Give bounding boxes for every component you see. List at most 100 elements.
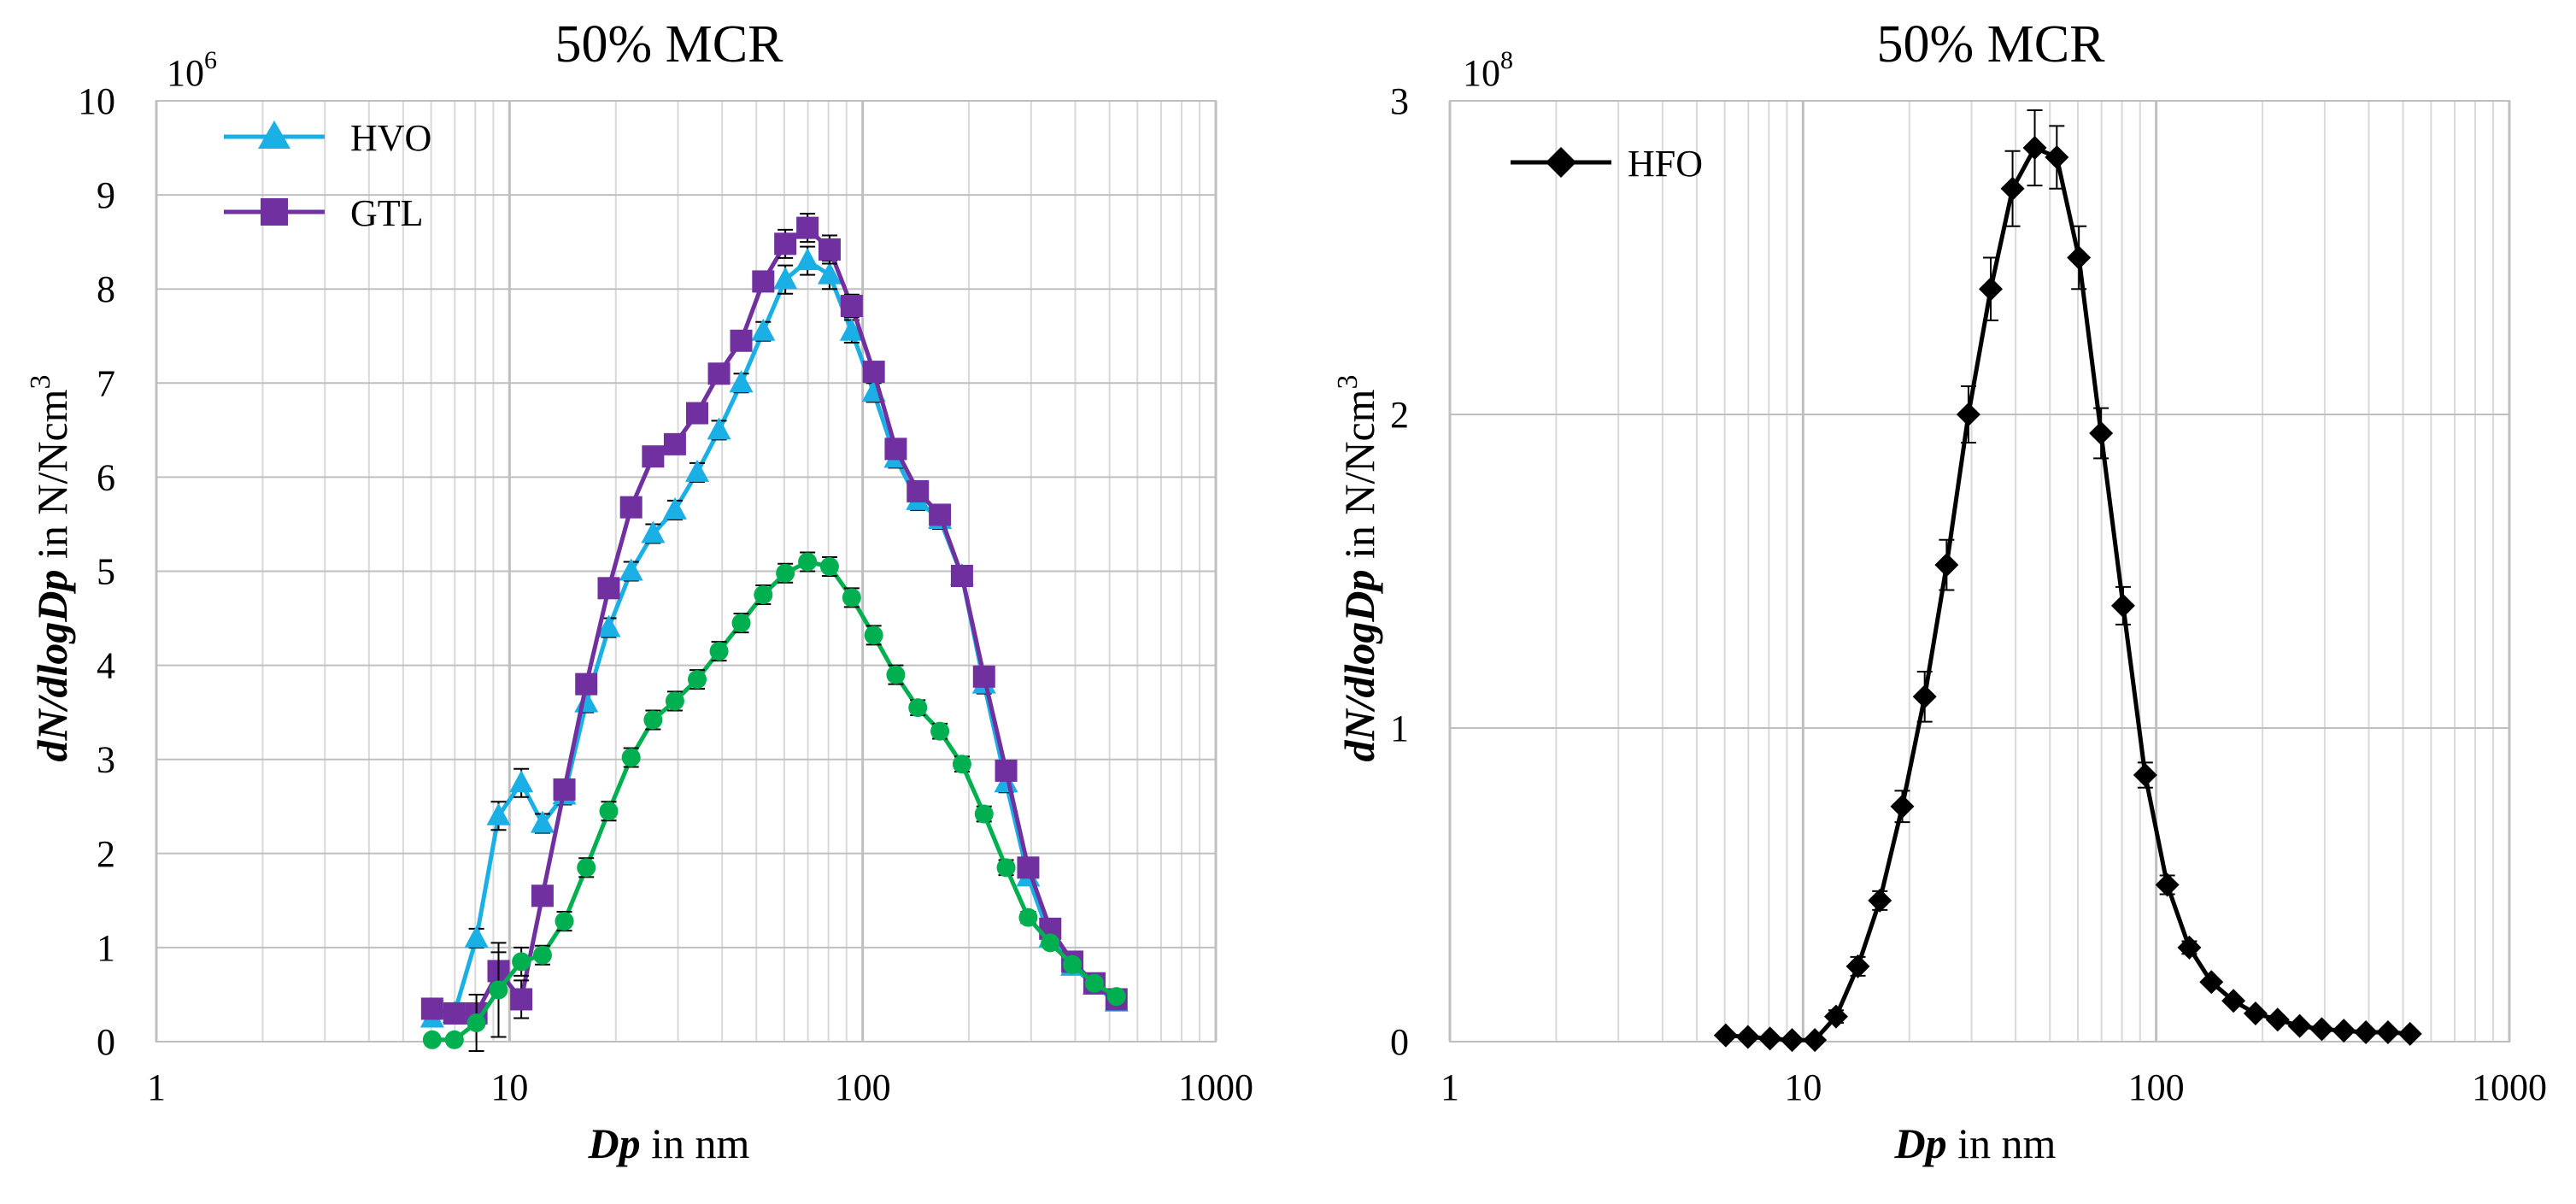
data-point xyxy=(1735,1025,1760,1049)
data-point xyxy=(619,558,643,581)
y-tick-label: 5 xyxy=(97,551,115,593)
data-point xyxy=(2221,989,2246,1013)
y-tick-label: 2 xyxy=(1390,394,1409,436)
data-point xyxy=(1084,973,1104,993)
x-tick-label: 100 xyxy=(2128,1066,2185,1108)
data-point xyxy=(819,556,839,576)
data-point xyxy=(597,577,620,600)
data-point xyxy=(908,698,928,718)
x-tick-label: 100 xyxy=(835,1066,891,1108)
data-point xyxy=(2354,1019,2379,1044)
legend-item-hvo: HVO xyxy=(224,117,431,159)
data-point xyxy=(619,496,643,519)
data-point xyxy=(2110,593,2135,618)
data-point xyxy=(1956,402,1980,426)
chart-right-grid xyxy=(1448,100,2511,1042)
data-point xyxy=(930,721,950,741)
data-point xyxy=(818,238,841,261)
data-point xyxy=(2287,1013,2312,1038)
y-tick-label: 7 xyxy=(97,362,115,404)
data-point xyxy=(662,496,687,520)
data-point xyxy=(1780,1028,1804,1053)
data-point xyxy=(996,858,1016,878)
legend-hvo-label: HVO xyxy=(350,117,431,159)
data-point xyxy=(2000,176,2025,201)
series-unnamed-2 xyxy=(422,551,1126,1053)
legend-item-gtl: GTL xyxy=(224,192,424,234)
data-point xyxy=(842,588,861,608)
chart-right-title: 50% MCR xyxy=(1877,15,2106,73)
data-point xyxy=(709,642,729,661)
data-point xyxy=(795,248,820,271)
chart-right-y-axis-label: dN/dlogDp in N/Ncm3 xyxy=(1332,374,1383,761)
data-point xyxy=(466,1013,486,1032)
data-point xyxy=(1912,684,1937,709)
chart-left-x-axis-label: Dp in nm xyxy=(588,1119,750,1167)
data-point xyxy=(509,770,534,793)
data-point xyxy=(577,858,596,878)
data-point xyxy=(2067,245,2092,270)
data-point xyxy=(1018,907,1038,927)
data-point xyxy=(688,670,707,690)
y-tick-label: 2 xyxy=(97,833,115,875)
data-point xyxy=(2309,1017,2334,1042)
x-tick-label: 1 xyxy=(147,1066,166,1108)
series-hfo xyxy=(1713,109,2422,1053)
y-tick-label: 0 xyxy=(1390,1021,1409,1063)
data-point xyxy=(2243,1001,2268,1025)
data-point xyxy=(531,884,554,907)
x-tick-label: 1000 xyxy=(1178,1066,1253,1108)
data-point xyxy=(464,925,489,948)
data-point xyxy=(1063,954,1083,974)
data-point xyxy=(1845,954,1870,978)
x-tick-label: 10 xyxy=(1784,1066,1822,1108)
chart-left-series xyxy=(420,213,1129,1053)
chart-left-y-axis-label: dN/dlogDp in N/Ncm3 xyxy=(25,374,76,761)
data-point xyxy=(443,1001,466,1025)
data-point xyxy=(663,432,686,455)
data-point xyxy=(422,1030,442,1049)
data-point xyxy=(1890,794,1915,819)
chart-left-multiplier: 106 xyxy=(167,46,217,94)
data-point xyxy=(599,802,619,821)
data-point xyxy=(729,370,754,393)
data-point xyxy=(776,563,795,583)
data-point xyxy=(1713,1023,1738,1048)
data-point xyxy=(952,755,971,774)
data-point xyxy=(907,479,930,502)
chart-right-legend: HFO xyxy=(1511,143,1703,185)
y-tick-label: 3 xyxy=(1390,80,1409,122)
data-point xyxy=(929,503,952,526)
data-point xyxy=(864,625,883,645)
data-point xyxy=(1823,1004,1848,1029)
chart-left-legend: HVO GTL xyxy=(224,117,431,234)
data-point xyxy=(2089,421,2114,446)
data-point xyxy=(596,614,621,637)
x-tick-label: 1 xyxy=(1441,1066,1459,1108)
data-point xyxy=(686,402,709,425)
data-point xyxy=(641,520,666,543)
data-point xyxy=(489,980,508,1000)
data-point xyxy=(510,988,533,1011)
data-point xyxy=(950,565,973,588)
data-point xyxy=(553,778,576,801)
data-point xyxy=(840,295,863,318)
y-tick-label: 3 xyxy=(97,739,115,781)
data-point xyxy=(2133,763,2157,788)
y-tick-label: 1 xyxy=(97,927,115,969)
data-point xyxy=(2332,1019,2356,1043)
data-point xyxy=(1979,277,2004,302)
chart-left-grid xyxy=(155,100,1218,1042)
legend-item-hfo: HFO xyxy=(1511,143,1703,185)
y-tick-label: 8 xyxy=(97,268,115,310)
data-point xyxy=(2199,970,2224,995)
data-point xyxy=(532,945,552,965)
data-point xyxy=(2265,1007,2290,1032)
data-point xyxy=(621,748,641,767)
data-point xyxy=(884,438,907,461)
legend-hfo-marker xyxy=(1546,147,1576,178)
data-point xyxy=(575,672,598,696)
